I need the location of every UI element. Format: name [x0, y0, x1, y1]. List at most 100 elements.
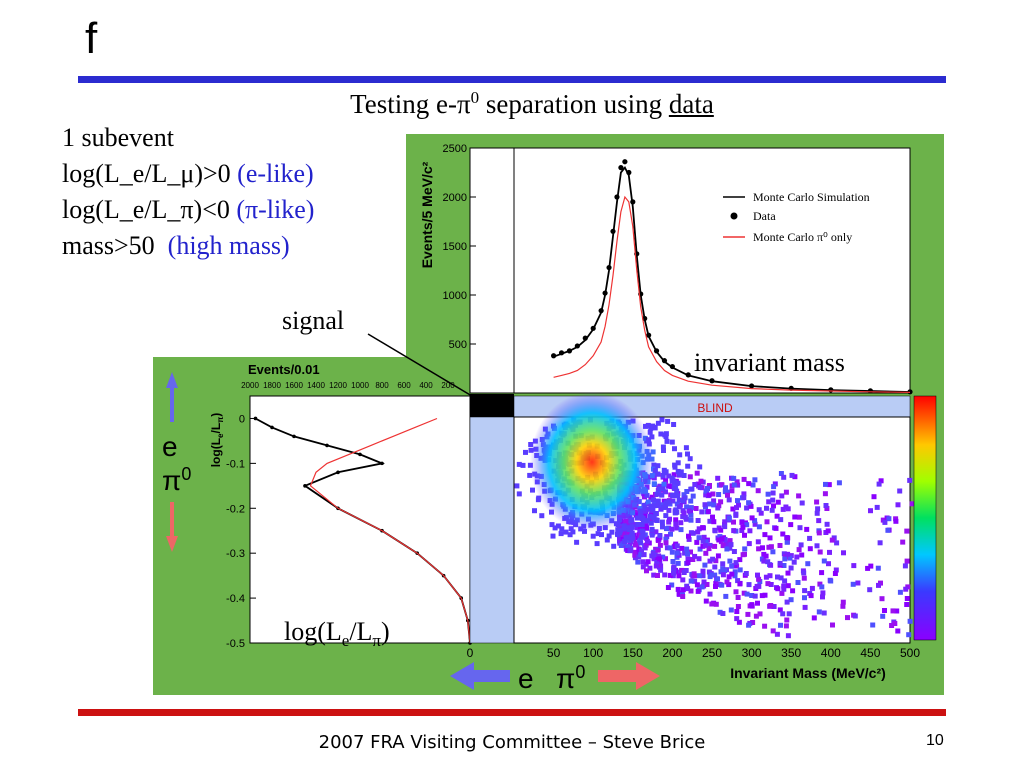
scatter-cell	[759, 593, 765, 599]
scatter-cell	[694, 470, 700, 476]
scatter-cell	[688, 505, 694, 511]
scatter-cell	[801, 570, 807, 576]
scatter-cell	[752, 593, 758, 599]
cuts-list: 1 subevent log(L_e/L_μ)>0 (e-like) log(L…	[62, 120, 314, 264]
scatter-cell	[675, 468, 681, 474]
scatter-cell	[687, 456, 693, 462]
scatter-cell	[737, 581, 743, 587]
scatter-cell	[676, 573, 682, 579]
scatter-cell	[904, 596, 910, 601]
scatter-cell	[723, 485, 728, 491]
scatter-cell	[783, 504, 789, 510]
scatter-cell	[764, 505, 769, 511]
scatter-cell	[671, 485, 677, 491]
scatter-cell	[666, 519, 672, 525]
scatter-cell	[779, 493, 785, 499]
scatter-cell	[868, 563, 874, 569]
scatter-cell	[552, 525, 558, 531]
cut-note: (e-like)	[237, 159, 314, 188]
scatter-cell	[688, 498, 694, 504]
scatter-cell	[634, 535, 640, 541]
scatter-cell	[634, 525, 640, 531]
e-left-arrow	[450, 662, 510, 690]
scatter-cell	[683, 445, 689, 451]
scatter-cell	[782, 556, 788, 562]
left-data-point	[336, 470, 340, 475]
scatter-cell	[680, 594, 686, 599]
scatter-cell	[669, 549, 675, 555]
scatter-cell	[755, 572, 760, 578]
page-number: 10	[926, 732, 944, 749]
scatter-cell	[820, 594, 825, 600]
scatter-cell	[559, 526, 565, 532]
scatter-cell	[716, 492, 722, 497]
mc-simulation-line	[553, 165, 911, 393]
scatter-cell	[769, 507, 775, 513]
data-point	[669, 363, 676, 370]
scatter-cell	[727, 558, 733, 564]
scatter-cell	[674, 501, 680, 507]
scatter-cell	[706, 492, 712, 498]
scatter-cell	[768, 603, 774, 608]
scatter-cell	[774, 513, 780, 519]
scatter-cell	[681, 570, 687, 575]
scatter-cell	[755, 488, 761, 494]
scatter-cell	[679, 545, 685, 551]
scatter-cell	[660, 473, 666, 478]
scatter-cell	[755, 539, 761, 545]
scatter-cell	[798, 542, 804, 548]
scatter-cell	[645, 422, 651, 428]
scatter-cell	[670, 573, 676, 579]
scatter-cell	[666, 483, 672, 489]
scatter-cell	[674, 488, 680, 494]
scatter-cell	[829, 537, 835, 543]
scatter-cell	[718, 569, 724, 575]
scatter-cell	[746, 622, 752, 628]
scatter-cell	[788, 597, 794, 603]
scatter-cell	[780, 611, 786, 617]
scatter-cell	[701, 534, 707, 540]
scatter-cell	[626, 537, 632, 543]
scatter-cell	[756, 524, 762, 530]
scatter-cell	[707, 483, 712, 488]
pi-down-arrow	[166, 502, 178, 552]
scatter-cell	[650, 506, 656, 512]
scatter-cell	[574, 539, 580, 545]
scatter-cell	[878, 478, 884, 484]
scatter-cell	[659, 519, 665, 525]
scatter-cell	[894, 608, 900, 614]
scatter-cell	[664, 526, 669, 532]
scatter-cell	[770, 549, 776, 555]
scatter-cell	[632, 549, 638, 555]
scatter-cell	[640, 564, 646, 570]
left-ylabel: log(Le/Lπ)	[209, 413, 225, 468]
scatter-cell	[757, 611, 763, 617]
scatter-cell	[777, 607, 783, 613]
scatter-cell	[659, 502, 665, 508]
scatter-cell	[715, 475, 721, 481]
scatter-cell	[774, 631, 780, 637]
scatter-cell	[718, 527, 724, 533]
scatter-cell	[792, 514, 798, 520]
scatter-cell	[732, 573, 738, 579]
scatter-cell	[767, 535, 773, 541]
scatter-cell	[636, 546, 642, 552]
scatter-cell	[746, 481, 752, 487]
scatter-cell	[906, 632, 912, 638]
scatter-cell	[711, 502, 717, 508]
scatter-cell	[741, 590, 747, 596]
scatter-cell	[724, 546, 730, 552]
left-data-point	[270, 425, 274, 430]
scatter-cell	[770, 490, 776, 496]
scatter-cell	[685, 556, 691, 562]
scatter-cell	[880, 613, 886, 619]
pi-label-left: π0	[162, 464, 191, 496]
scatter-cell	[742, 532, 747, 538]
scatter-cell	[655, 420, 661, 426]
scatter-cell	[648, 520, 654, 526]
scatter-cell	[895, 628, 901, 634]
pi-glyph-left: π	[162, 465, 181, 496]
scatter-cell	[558, 531, 564, 537]
scatter-cell	[539, 513, 545, 519]
scatter-cell	[726, 497, 732, 503]
